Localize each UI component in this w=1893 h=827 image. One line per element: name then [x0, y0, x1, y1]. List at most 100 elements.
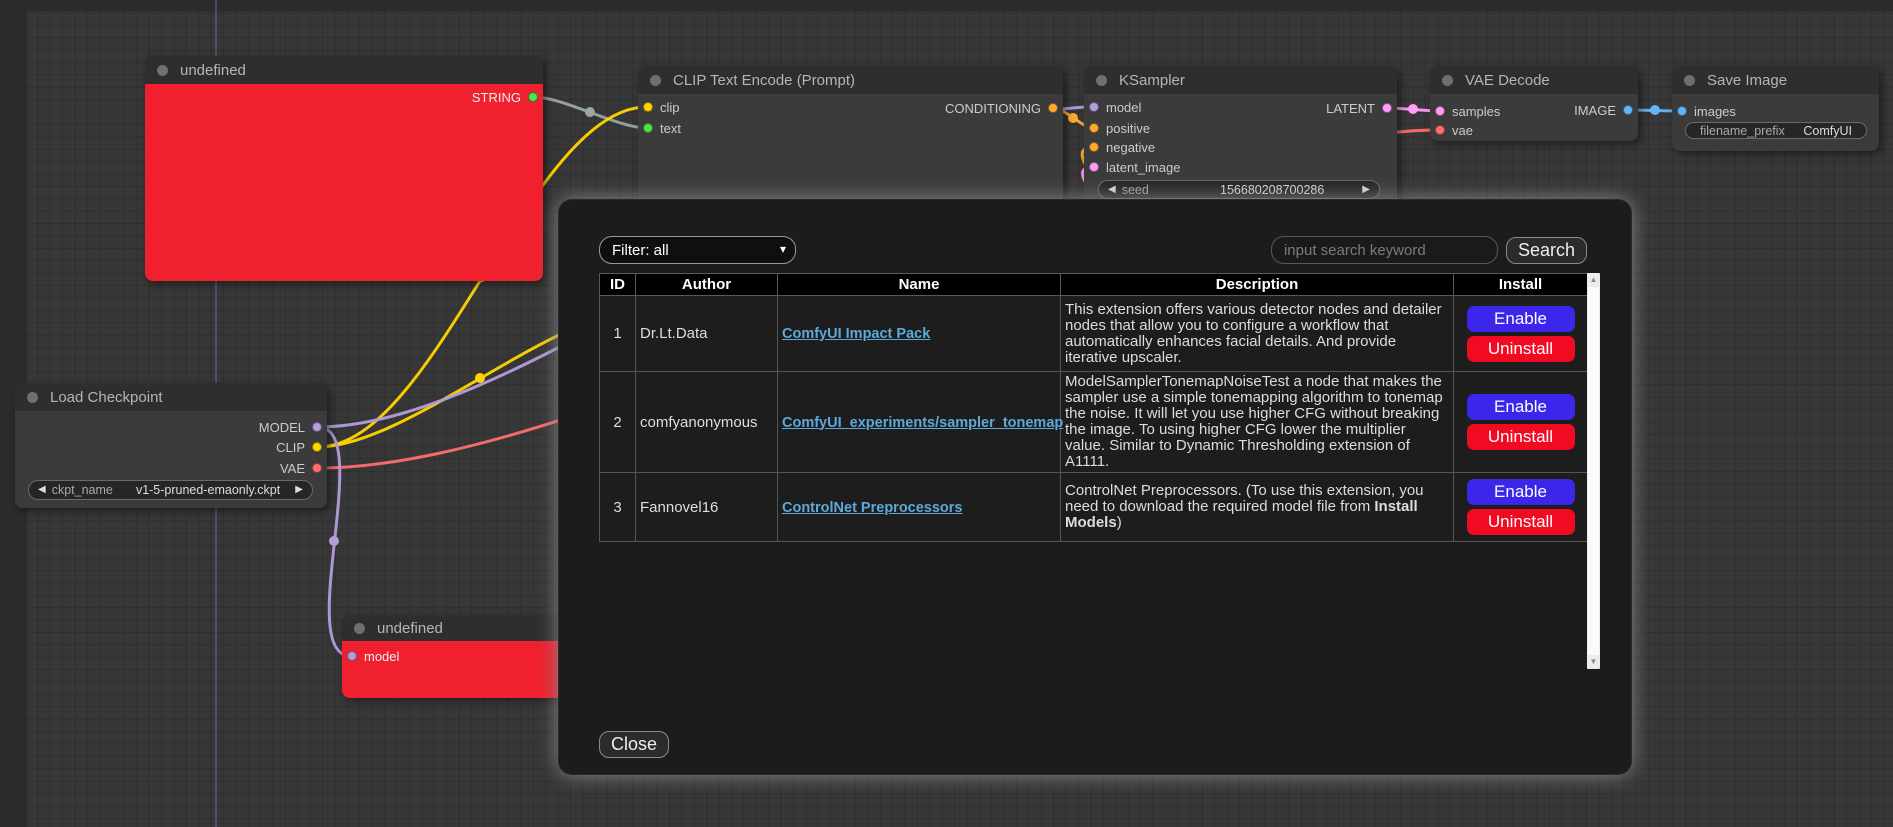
header-author: Author [635, 273, 778, 296]
decrement-arrow-icon[interactable]: ◀ [1108, 183, 1116, 195]
filename-prefix-widget[interactable]: filename_prefix ComfyUI [1685, 122, 1867, 139]
node-status-dot [27, 391, 38, 403]
extension-link[interactable]: ComfyUI_experiments/sampler_tonemap [782, 414, 1064, 431]
output-label: CLIP [276, 439, 305, 455]
table-header-row: ID Author Name Description Install [599, 273, 1588, 296]
seed-widget[interactable]: ◀ seed 156680208700286 ▶ [1098, 180, 1380, 199]
output-label: IMAGE [1574, 102, 1616, 118]
input-port-text[interactable] [643, 123, 653, 133]
close-button[interactable]: Close [599, 731, 670, 758]
input-port-clip[interactable] [643, 102, 653, 112]
canvas-edge-top [0, 0, 1893, 11]
input-port-images[interactable] [1677, 106, 1687, 116]
node-save-image[interactable]: Save Image images filename_prefix ComfyU… [1672, 66, 1879, 151]
header-name: Name [777, 273, 1061, 296]
node-status-dot [157, 64, 168, 76]
node-status-dot [650, 74, 661, 86]
input-label: positive [1106, 120, 1151, 136]
node-status-dot [1096, 74, 1107, 86]
cell-id: 1 [599, 295, 636, 372]
header-id: ID [599, 273, 636, 296]
table-row: 2 comfyanonymous ComfyUI_experiments/sam… [599, 371, 1588, 473]
output-label: MODEL [258, 419, 305, 435]
cell-description: ModelSamplerTonemapNoiseTest a node that… [1060, 371, 1454, 473]
enable-button[interactable]: Enable [1466, 394, 1575, 420]
table-row: 1 Dr.Lt.Data ComfyUI Impact Pack This ex… [599, 295, 1588, 372]
enable-button[interactable]: Enable [1466, 305, 1575, 332]
output-port-model[interactable] [312, 422, 322, 432]
input-label: vae [1452, 122, 1473, 138]
uninstall-button[interactable]: Uninstall [1466, 424, 1575, 450]
extension-table-scroll-area: ID Author Name Description Install 1 Dr.… [599, 273, 1600, 669]
uninstall-button[interactable]: Uninstall [1466, 335, 1575, 362]
node-title: Save Image [1707, 71, 1788, 89]
input-port-model[interactable] [1089, 102, 1099, 112]
input-port-model[interactable] [347, 651, 357, 661]
scroll-down-icon[interactable]: ▼ [1589, 657, 1598, 666]
extension-link[interactable]: ComfyUI Impact Pack [782, 326, 931, 342]
node-status-dot [1684, 74, 1695, 86]
node-ksampler[interactable]: KSampler model positive negative latent_… [1084, 66, 1397, 206]
output-port-vae[interactable] [312, 463, 322, 473]
input-label: images [1694, 103, 1736, 119]
input-label: negative [1106, 139, 1156, 155]
input-port-latent-image[interactable] [1089, 162, 1099, 172]
output-port-string[interactable] [528, 92, 538, 102]
input-label: text [660, 120, 681, 136]
node-title: VAE Decode [1465, 71, 1550, 89]
extension-manager-dialog: Filter: all ▾ Search ID Author Name Desc… [558, 199, 1632, 775]
cell-id: 2 [599, 371, 636, 473]
next-arrow-icon[interactable]: ▶ [295, 484, 303, 495]
increment-arrow-icon[interactable]: ▶ [1362, 183, 1370, 195]
uninstall-button[interactable]: Uninstall [1466, 509, 1575, 535]
table-row: 3 Fannovel16 ControlNet Preprocessors Co… [599, 472, 1588, 542]
enable-button[interactable]: Enable [1466, 479, 1575, 505]
output-port-clip[interactable] [312, 442, 322, 452]
header-install: Install [1453, 273, 1588, 296]
input-port-vae[interactable] [1435, 125, 1445, 135]
node-title: KSampler [1119, 71, 1185, 89]
output-port-image[interactable] [1623, 105, 1633, 115]
seed-value: 156680208700286 [1220, 182, 1325, 197]
table-scrollbar[interactable]: ▲ ▼ [1587, 273, 1600, 669]
input-port-positive[interactable] [1089, 123, 1099, 133]
node-title: undefined [377, 619, 443, 637]
cell-author: Dr.Lt.Data [635, 295, 778, 372]
search-input[interactable] [1270, 236, 1498, 264]
node-undefined-top[interactable]: undefined STRING [145, 56, 543, 281]
node-title: CLIP Text Encode (Prompt) [673, 71, 856, 89]
output-port-conditioning[interactable] [1048, 103, 1058, 113]
input-label: clip [660, 99, 680, 115]
cell-author: comfyanonymous [635, 371, 778, 473]
cell-description: ControlNet Preprocessors. (To use this e… [1060, 472, 1454, 542]
error-node-body [145, 84, 543, 281]
search-button[interactable]: Search [1505, 236, 1587, 264]
prev-arrow-icon[interactable]: ◀ [38, 484, 46, 495]
header-description: Description [1060, 273, 1454, 296]
node-status-dot [354, 622, 365, 634]
node-title: undefined [180, 61, 246, 79]
output-label: VAE [279, 460, 305, 476]
output-label: LATENT [1326, 100, 1375, 116]
input-label: samples [1452, 103, 1501, 119]
node-vae-decode[interactable]: VAE Decode samples vae IMAGE [1430, 66, 1638, 141]
output-port-latent[interactable] [1382, 103, 1392, 113]
input-port-negative[interactable] [1089, 142, 1099, 152]
extension-link[interactable]: ControlNet Preprocessors [782, 499, 963, 516]
cell-id: 3 [599, 472, 636, 542]
ckpt-value: v1-5-pruned-emaonly.ckpt [135, 483, 281, 497]
ckpt-name-widget[interactable]: ◀ ckpt_name v1-5-pruned-emaonly.ckpt ▶ [28, 480, 313, 500]
input-label: latent_image [1106, 159, 1181, 175]
filter-select[interactable]: Filter: all [599, 236, 796, 264]
cell-description: This extension offers various detector n… [1060, 295, 1454, 372]
node-load-checkpoint[interactable]: Load Checkpoint MODEL CLIP VAE ◀ ckpt_na… [15, 383, 327, 508]
scroll-up-icon[interactable]: ▲ [1589, 275, 1598, 284]
output-label: STRING [471, 89, 521, 105]
node-title: Load Checkpoint [50, 388, 163, 406]
input-port-samples[interactable] [1435, 106, 1445, 116]
node-status-dot [1442, 74, 1453, 86]
input-label: model [364, 648, 400, 664]
cell-author: Fannovel16 [635, 472, 778, 542]
extension-table: ID Author Name Description Install 1 Dr.… [599, 273, 1588, 542]
scrollbar-thumb[interactable] [1588, 287, 1599, 655]
